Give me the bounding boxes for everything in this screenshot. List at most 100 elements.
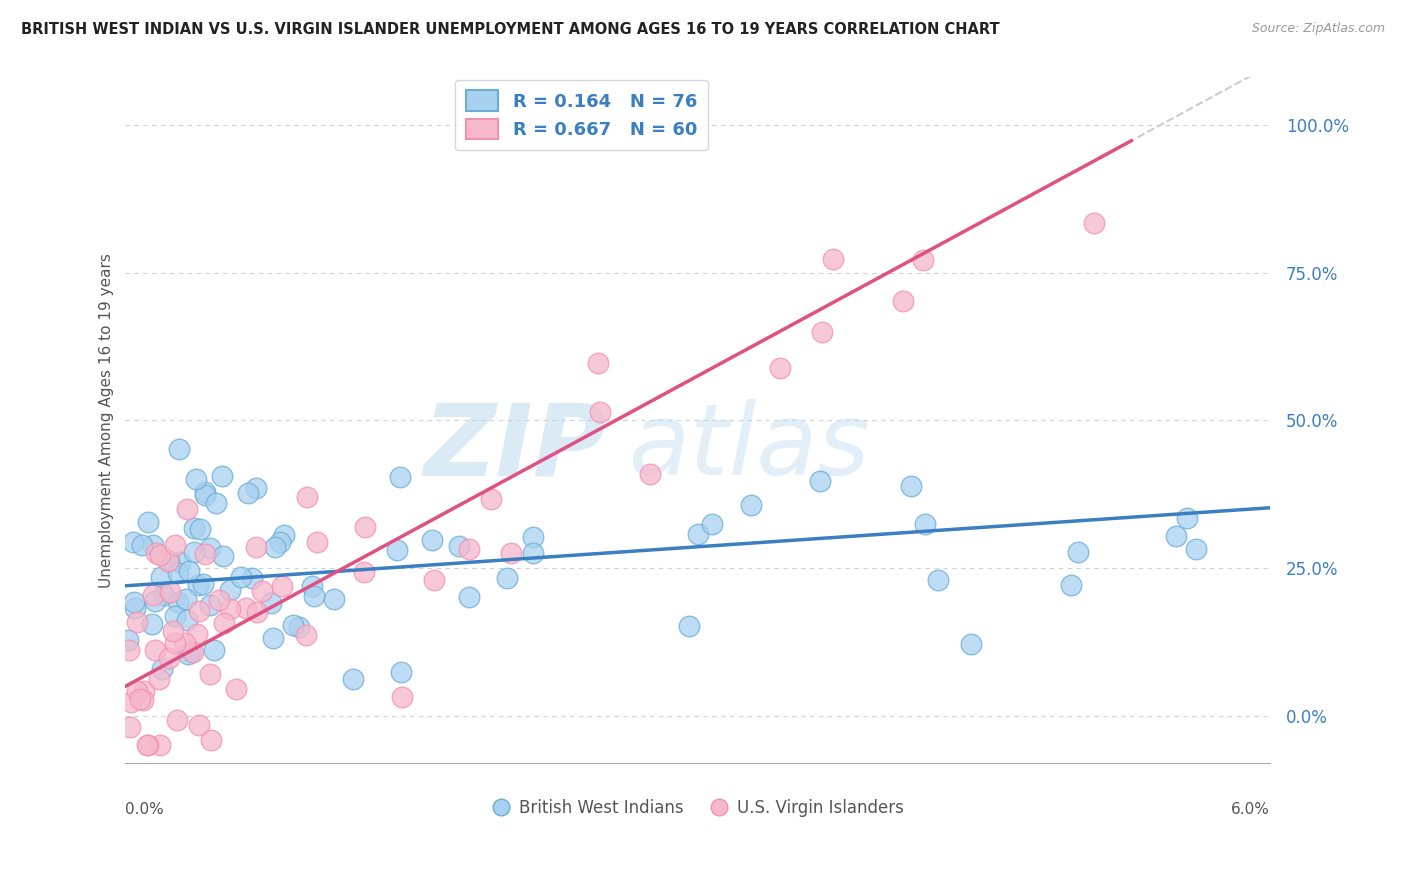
Point <box>176 613 198 627</box>
Point <box>124 600 146 615</box>
Point <box>184 473 207 487</box>
Point <box>240 571 263 585</box>
Point <box>457 541 479 556</box>
Point <box>245 540 267 554</box>
Point <box>959 636 981 650</box>
Point <box>135 739 157 753</box>
Point <box>457 591 479 605</box>
Point <box>219 583 242 598</box>
Point <box>638 467 661 481</box>
Point <box>479 492 502 507</box>
Point <box>1175 511 1198 525</box>
Point <box>122 595 145 609</box>
Point <box>165 538 187 552</box>
Point <box>186 627 208 641</box>
Point <box>420 533 443 548</box>
Point <box>194 547 217 561</box>
Point <box>142 588 165 602</box>
Point <box>145 594 167 608</box>
Y-axis label: Unemployment Among Ages 16 to 19 years: Unemployment Among Ages 16 to 19 years <box>100 252 114 588</box>
Point <box>927 574 949 588</box>
Point <box>305 535 328 549</box>
Point <box>136 515 159 529</box>
Point <box>1185 542 1208 557</box>
Point <box>118 642 141 657</box>
Point <box>177 648 200 662</box>
Point <box>586 356 609 370</box>
Point <box>250 584 273 599</box>
Point <box>263 540 285 554</box>
Point <box>281 618 304 632</box>
Point <box>117 633 139 648</box>
Point <box>295 490 318 504</box>
Point <box>1166 528 1188 542</box>
Point <box>200 733 222 747</box>
Point <box>176 591 198 606</box>
Point <box>169 556 191 570</box>
Point <box>149 739 172 753</box>
Point <box>245 481 267 495</box>
Point <box>188 718 211 732</box>
Point <box>134 684 156 698</box>
Point <box>271 579 294 593</box>
Point <box>212 616 235 631</box>
Point <box>389 665 412 680</box>
Point <box>688 527 710 541</box>
Point <box>174 635 197 649</box>
Point <box>163 636 186 650</box>
Point <box>198 599 221 613</box>
Point <box>391 690 413 704</box>
Point <box>821 252 844 267</box>
Point <box>187 578 209 592</box>
Point <box>202 642 225 657</box>
Point <box>167 566 190 580</box>
Point <box>159 585 181 599</box>
Point <box>152 662 174 676</box>
Point <box>262 631 284 645</box>
Point <box>205 496 228 510</box>
Point <box>167 442 190 456</box>
Point <box>150 570 173 584</box>
Point <box>219 602 242 616</box>
Point <box>808 475 831 489</box>
Point <box>183 545 205 559</box>
Point <box>200 541 222 555</box>
Point <box>301 579 323 593</box>
Point <box>385 542 408 557</box>
Text: Source: ZipAtlas.com: Source: ZipAtlas.com <box>1251 22 1385 36</box>
Point <box>142 538 165 552</box>
Point <box>678 619 700 633</box>
Point <box>136 739 159 753</box>
Point <box>180 645 202 659</box>
Point <box>211 469 233 483</box>
Point <box>522 530 544 544</box>
Point <box>273 528 295 542</box>
Point <box>294 628 316 642</box>
Point <box>188 522 211 536</box>
Point <box>1083 216 1105 230</box>
Point <box>891 293 914 308</box>
Point <box>914 516 936 531</box>
Point <box>496 570 519 584</box>
Point <box>141 616 163 631</box>
Point <box>122 534 145 549</box>
Point <box>166 713 188 727</box>
Point <box>225 681 247 696</box>
Point <box>740 499 762 513</box>
Legend: British West Indians, U.S. Virgin Islanders: British West Indians, U.S. Virgin Island… <box>485 792 911 823</box>
Point <box>447 539 470 553</box>
Point <box>157 554 180 568</box>
Point <box>183 521 205 535</box>
Point <box>423 573 446 587</box>
Point <box>269 534 291 549</box>
Point <box>211 549 233 563</box>
Point <box>302 589 325 603</box>
Point <box>148 672 170 686</box>
Point <box>157 554 180 568</box>
Point <box>149 549 172 563</box>
Point <box>120 695 142 709</box>
Text: BRITISH WEST INDIAN VS U.S. VIRGIN ISLANDER UNEMPLOYMENT AMONG AGES 16 TO 19 YEA: BRITISH WEST INDIAN VS U.S. VIRGIN ISLAN… <box>21 22 1000 37</box>
Point <box>125 615 148 629</box>
Point <box>183 644 205 658</box>
Point <box>118 720 141 734</box>
